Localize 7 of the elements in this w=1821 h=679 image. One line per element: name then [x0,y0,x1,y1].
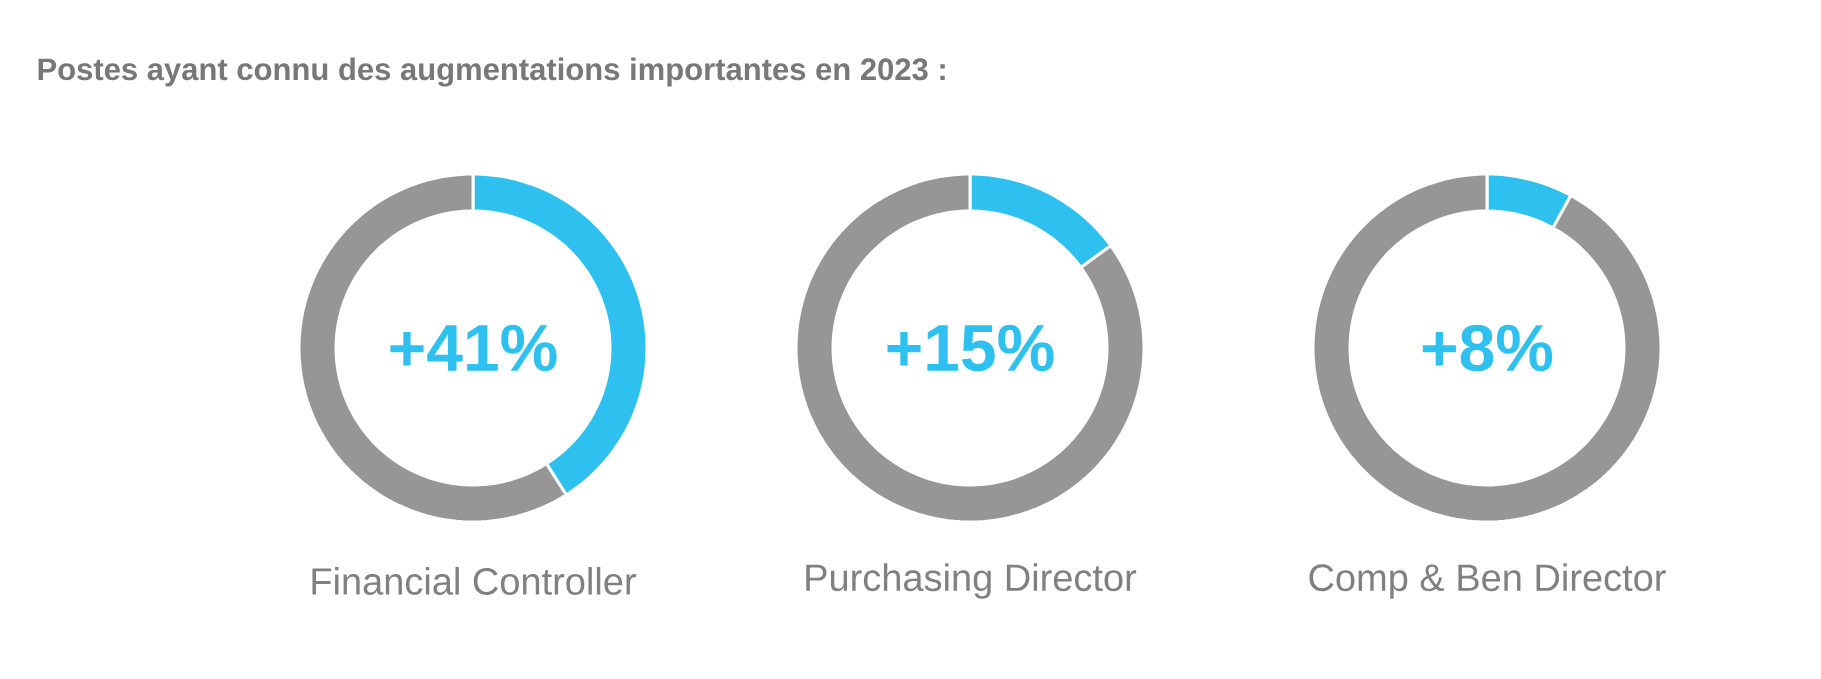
chart-title: Postes ayant connu des augmentations importantes en 2023 : [38,57,945,87]
text: Comp & Ben Director [1309,563,1666,599]
text: Purchasing Director [806,563,1137,599]
text: +8% [1422,324,1553,372]
text: +41% [390,324,557,372]
text: Financial Controller [312,567,636,595]
text: +15% [887,324,1054,372]
